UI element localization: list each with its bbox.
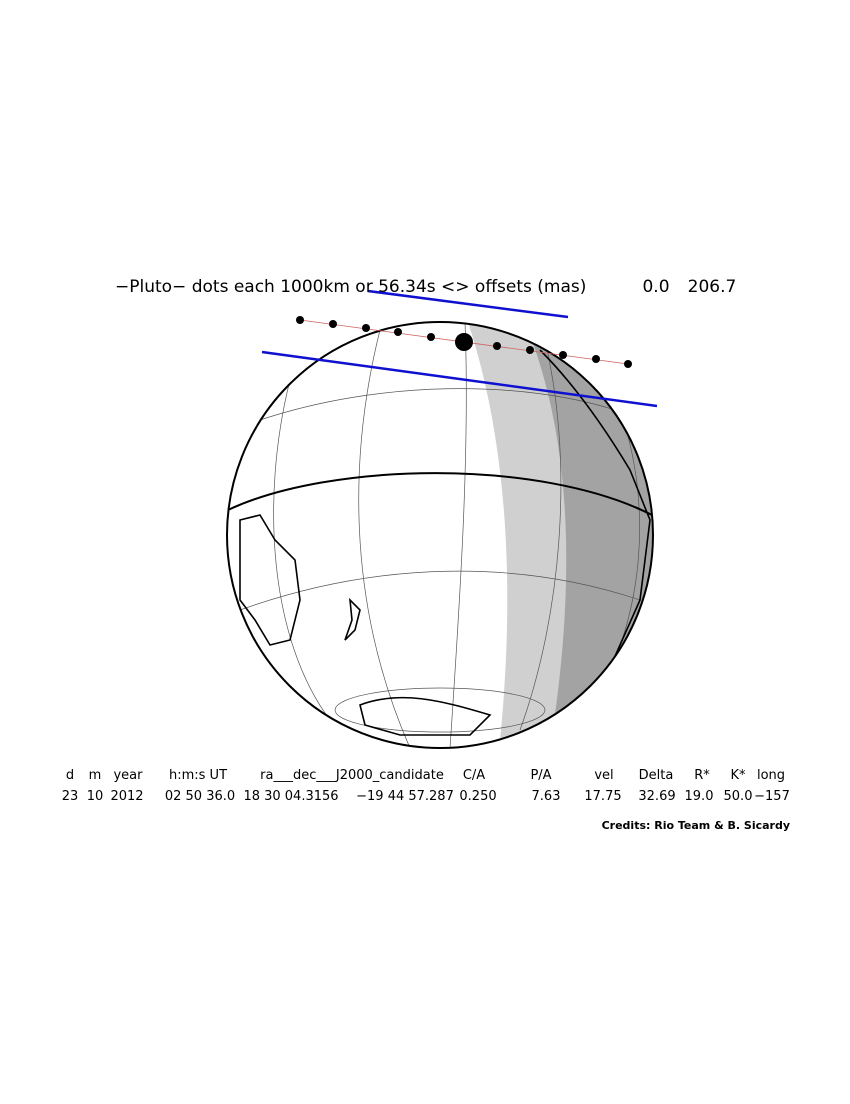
column-header: year [113, 768, 143, 783]
title: −Pluto− dots each 1000km or 56.34s <> of… [115, 277, 586, 297]
cell: 7.63 [532, 789, 561, 804]
column-header: R* [694, 768, 710, 783]
column-header: m [89, 768, 102, 783]
cell: −157 [754, 789, 790, 804]
column-header: P/A [530, 768, 551, 783]
cell: 32.69 [638, 789, 675, 804]
cell: 19.0 [685, 789, 714, 804]
credits: Credits: Rio Team & B. Sicardy [602, 819, 790, 832]
offset: 206.7 [688, 277, 737, 297]
cell: 02 50 36.0 [165, 789, 235, 804]
cell: 18 30 04.3156 [243, 789, 338, 804]
occultation-path [261, 289, 658, 408]
cell: 50.0 [724, 789, 753, 804]
cell: 0.250 [459, 789, 496, 804]
globe [226, 321, 654, 749]
column-header: d [66, 768, 74, 783]
equator [227, 472, 653, 516]
column-header: C/A [463, 768, 485, 783]
column-header: Delta [639, 768, 674, 783]
night-zone [528, 322, 653, 748]
column-header: h:m:s UT [169, 768, 227, 783]
cell: 2012 [110, 789, 143, 804]
column-header: long [757, 768, 785, 783]
coastlines [239, 349, 651, 736]
cell: 10 [87, 789, 104, 804]
cell: 23 [62, 789, 79, 804]
column-header: vel [594, 768, 613, 783]
cell: −19 44 57.287 [356, 789, 454, 804]
offset: 0.0 [642, 277, 669, 297]
column-header: ra___dec___J2000_candidate [260, 768, 444, 783]
graticule [239, 322, 641, 748]
column-header: K* [730, 768, 746, 783]
cell: 17.75 [584, 789, 621, 804]
event-table: d m year h:m:s UT ra___dec___J2000_candidate… [62, 768, 790, 804]
